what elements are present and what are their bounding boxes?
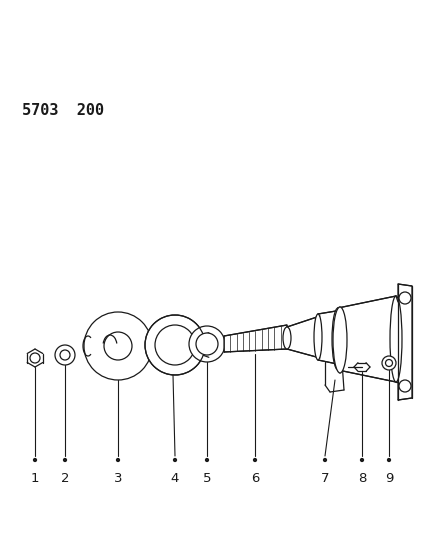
Polygon shape bbox=[338, 296, 396, 382]
Polygon shape bbox=[318, 310, 342, 365]
Text: 8: 8 bbox=[358, 472, 366, 485]
Circle shape bbox=[63, 458, 66, 462]
Circle shape bbox=[382, 356, 396, 370]
Polygon shape bbox=[287, 316, 320, 358]
Circle shape bbox=[399, 380, 411, 392]
Circle shape bbox=[155, 325, 195, 365]
Ellipse shape bbox=[333, 307, 347, 373]
Circle shape bbox=[324, 458, 327, 462]
Text: 1: 1 bbox=[31, 472, 39, 485]
Circle shape bbox=[196, 333, 218, 355]
Ellipse shape bbox=[314, 314, 322, 360]
Circle shape bbox=[84, 312, 152, 380]
Circle shape bbox=[33, 458, 36, 462]
Text: 2: 2 bbox=[61, 472, 69, 485]
Circle shape bbox=[360, 458, 363, 462]
Circle shape bbox=[55, 345, 75, 365]
Circle shape bbox=[30, 353, 40, 363]
Circle shape bbox=[253, 458, 256, 462]
Circle shape bbox=[189, 326, 225, 362]
Text: 7: 7 bbox=[321, 472, 329, 485]
Circle shape bbox=[386, 359, 392, 367]
Text: 5: 5 bbox=[203, 472, 211, 485]
Text: 3: 3 bbox=[114, 472, 122, 485]
Circle shape bbox=[60, 350, 70, 360]
Circle shape bbox=[205, 458, 208, 462]
Ellipse shape bbox=[390, 296, 402, 382]
Circle shape bbox=[116, 458, 119, 462]
Polygon shape bbox=[398, 284, 412, 400]
Circle shape bbox=[145, 315, 205, 375]
Text: 5703  200: 5703 200 bbox=[22, 103, 104, 118]
Circle shape bbox=[173, 458, 176, 462]
Circle shape bbox=[104, 332, 132, 360]
Text: 6: 6 bbox=[251, 472, 259, 485]
Text: 9: 9 bbox=[385, 472, 393, 485]
Text: 4: 4 bbox=[171, 472, 179, 485]
Polygon shape bbox=[224, 325, 287, 352]
Ellipse shape bbox=[283, 327, 291, 349]
Circle shape bbox=[399, 292, 411, 304]
Circle shape bbox=[387, 458, 390, 462]
Ellipse shape bbox=[332, 308, 344, 370]
